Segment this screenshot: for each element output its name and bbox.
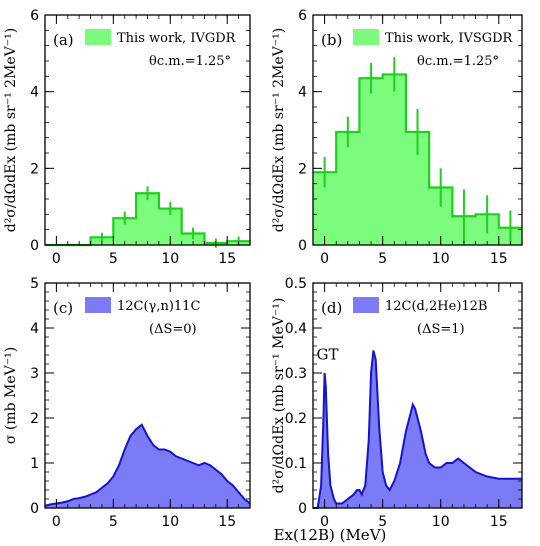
y-tick-label: 0.1 — [285, 456, 307, 472]
peak-label-gt: GT — [316, 346, 338, 364]
histogram-fill — [45, 193, 250, 245]
y-tick-label: 4 — [30, 85, 39, 101]
area-fill — [313, 350, 522, 508]
y-tick-label: 6 — [30, 8, 39, 24]
x-tick-label: 10 — [432, 514, 450, 530]
y-tick-label: 5 — [30, 276, 39, 292]
legend-annotation: (ΔS=0) — [149, 322, 197, 337]
panel-label: (a) — [53, 31, 74, 49]
y-axis-label: d²σ/dΩdEx (mb sr⁻¹ 2MeV⁻¹) — [3, 28, 19, 233]
y-tick-label: 4 — [30, 321, 39, 337]
legend-label: This work, IVGDR — [117, 31, 237, 46]
x-tick-label: 5 — [378, 251, 387, 267]
x-tick-label: 0 — [52, 514, 61, 530]
y-tick-label: 2 — [30, 161, 39, 177]
legend-label: 12C(d,2He)12B — [385, 299, 487, 314]
panel-d: 0 5 10 15 0 0.1 0.2 0.3 0.4 0.5 d²σ/dΩdEx (mb sr⁻¹… — [271, 276, 523, 530]
legend-annotation: θc.m.=1.25° — [149, 54, 231, 69]
area-outline — [44, 423, 251, 507]
legend-annotation: (ΔS=1) — [417, 322, 465, 337]
x-tick-label: 0 — [320, 514, 329, 530]
x-tick-label: 0 — [52, 251, 61, 267]
x-tick-label: 10 — [161, 514, 179, 530]
x-tick-label: 15 — [490, 251, 508, 267]
legend-swatch — [353, 297, 379, 313]
panel-label: (c) — [53, 299, 73, 317]
y-tick-label: 1 — [30, 456, 39, 472]
panel-label: (d) — [321, 299, 342, 317]
x-tick-label: 15 — [218, 514, 236, 530]
legend-swatch — [85, 297, 111, 313]
panel-label: (b) — [321, 31, 342, 49]
y-tick-label: 2 — [298, 161, 307, 177]
y-axis-label: d²σ/dΩdEx (mb sr⁻¹ MeV⁻¹) — [271, 298, 287, 494]
legend-swatch — [85, 29, 111, 45]
y-tick-label: 6 — [298, 8, 307, 24]
y-tick-label: 4 — [298, 85, 307, 101]
legend-label: This work, IVSGDR — [385, 31, 514, 46]
x-tick-label: 15 — [490, 514, 508, 530]
histogram-fill — [313, 74, 522, 246]
panel-c: 0 5 10 15 0 1 2 3 4 5 σ (mb MeV⁻¹) (c) 12C(γ,n)11C (Δ… — [3, 276, 251, 530]
legend-swatch — [353, 29, 379, 45]
y-tick-label: 2 — [30, 411, 39, 427]
y-tick-label: 0.2 — [285, 411, 307, 427]
panel-a: 0 5 10 15 0 2 4 6 d²σ/dΩdEx (mb sr⁻¹ 2MeV⁻¹) (a) T… — [3, 8, 251, 267]
x-tick-label: 5 — [378, 514, 387, 530]
x-tick-label: 10 — [432, 251, 450, 267]
y-tick-label: 0 — [30, 238, 39, 254]
x-tick-label: 5 — [109, 251, 118, 267]
x-tick-label: 0 — [320, 251, 329, 267]
y-tick-label: 0.5 — [285, 276, 307, 292]
area-outline — [313, 350, 522, 509]
x-axis-label: Ex(12B) (MeV) — [274, 526, 387, 544]
y-tick-label: 0.3 — [285, 366, 307, 382]
x-tick-label: 5 — [109, 514, 118, 530]
x-tick-label: 15 — [218, 251, 236, 267]
y-tick-label: 3 — [30, 366, 39, 382]
y-tick-label: 0 — [30, 501, 39, 517]
legend-annotation: θc.m.=1.25° — [417, 54, 499, 69]
panel-b: 0 5 10 15 0 2 4 6 d²σ/dΩdEx (mb sr⁻¹ 2MeV⁻¹) (b) T… — [271, 8, 523, 267]
legend-label: 12C(γ,n)11C — [117, 299, 200, 314]
y-tick-label: 0 — [298, 501, 307, 517]
y-tick-label: 0 — [298, 238, 307, 254]
x-tick-label: 10 — [161, 251, 179, 267]
y-tick-label: 0.4 — [285, 321, 307, 337]
area-fill — [45, 424, 250, 508]
y-axis-label: σ (mb MeV⁻¹) — [3, 347, 19, 444]
y-axis-label: d²σ/dΩdEx (mb sr⁻¹ 2MeV⁻¹) — [271, 28, 287, 233]
